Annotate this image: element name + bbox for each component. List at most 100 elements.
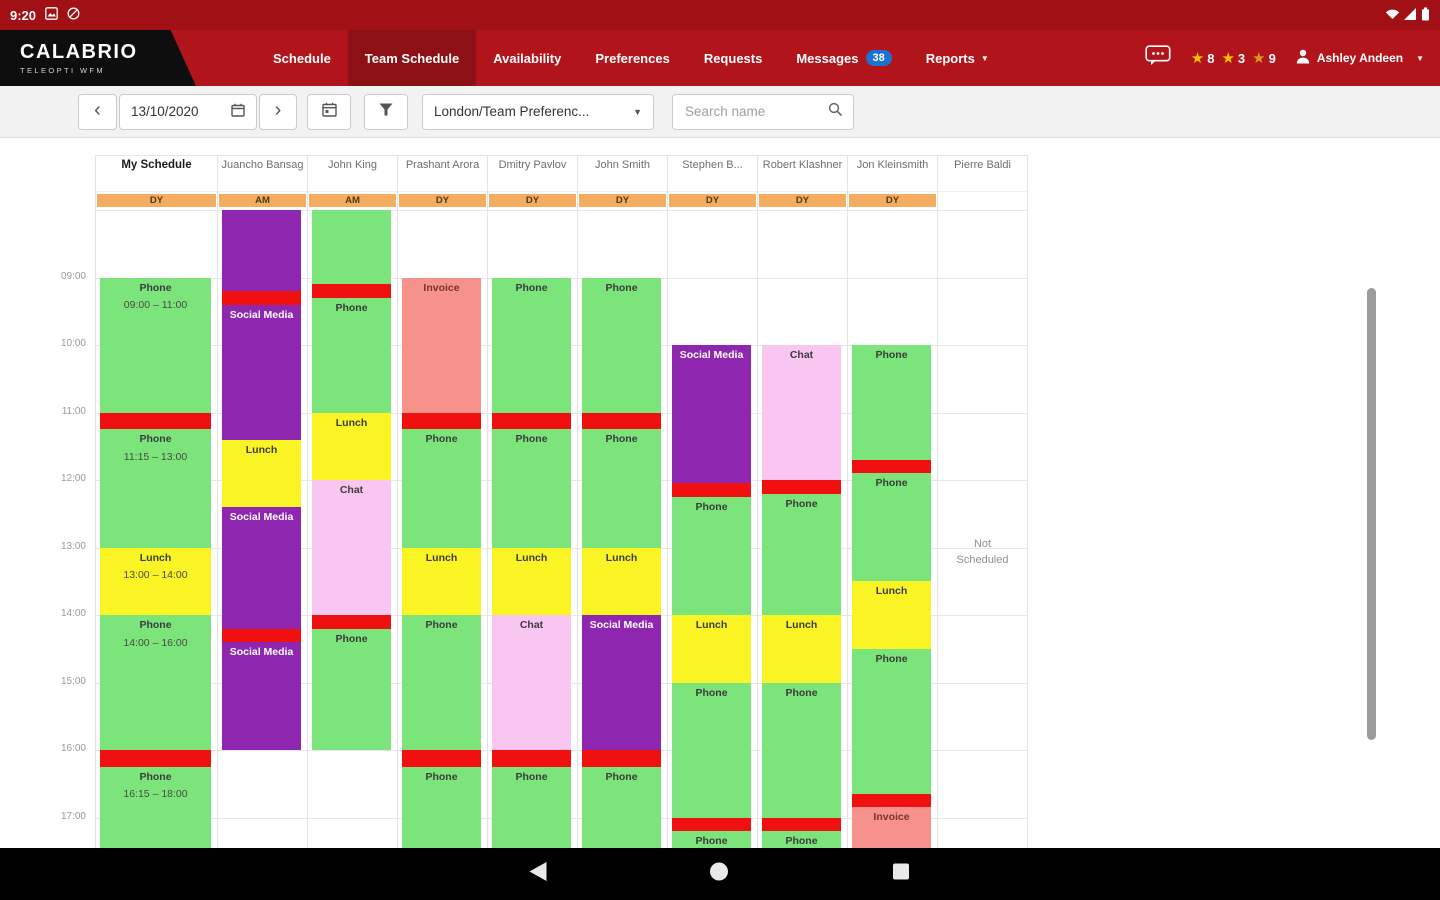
next-day-button[interactable]: › [259, 93, 297, 130]
person-name[interactable]: Dmitry Pavlov [488, 155, 577, 192]
schedule-block-social[interactable]: Social Media [582, 615, 661, 750]
schedule-block-phone[interactable]: Phone [402, 766, 481, 848]
tab-availability[interactable]: Availability [476, 30, 578, 86]
schedule-block-social[interactable]: Social Media [222, 304, 301, 440]
schedule-block-phone[interactable]: Phone [762, 682, 841, 818]
schedule-block-phone[interactable]: Phone 14:00 – 16:00 [100, 615, 211, 750]
schedule-block-lunch[interactable]: Lunch [672, 615, 751, 683]
schedule-block-break[interactable] [312, 615, 391, 629]
schedule-block-phone[interactable]: Phone [852, 345, 931, 460]
shift-code[interactable]: DY [97, 194, 216, 207]
schedule-block-social[interactable]: Social Media [672, 345, 751, 484]
schedule-block-phone[interactable]: Phone [492, 277, 571, 413]
schedule-block-break[interactable] [492, 412, 571, 430]
tab-reports[interactable]: Reports ▼ [909, 30, 1006, 86]
person-name[interactable]: Prashant Arora [398, 155, 487, 192]
person-name[interactable]: Jon Kleinsmith [848, 155, 937, 192]
back-icon[interactable] [529, 862, 547, 886]
tab-schedule[interactable]: Schedule [256, 30, 348, 86]
schedule-block-lunch[interactable]: Lunch [852, 581, 931, 649]
shift-code[interactable]: DY [579, 194, 666, 207]
shift-code[interactable]: DY [669, 194, 756, 207]
tab-preferences[interactable]: Preferences [578, 30, 686, 86]
schedule-block-phone[interactable]: Phone [492, 766, 571, 848]
shift-code[interactable]: DY [489, 194, 576, 207]
schedule-block-break[interactable] [402, 412, 481, 430]
schedule-block-phone[interactable]: Phone 11:15 – 13:00 [100, 429, 211, 548]
schedule-block-lunch[interactable]: Lunch [582, 547, 661, 615]
shift-code[interactable]: AM [219, 194, 306, 207]
schedule-block-lunch[interactable]: Lunch [312, 412, 391, 480]
schedule-block-lunch[interactable]: Lunch 13:00 – 14:00 [100, 547, 211, 615]
schedule-block-lunch[interactable]: Lunch [492, 547, 571, 615]
person-name[interactable]: Juancho Bansag [218, 155, 307, 192]
vertical-scrollbar[interactable] [1367, 288, 1376, 740]
schedule-block-invoice[interactable]: Invoice [852, 807, 931, 848]
tab-team-schedule[interactable]: Team Schedule [347, 30, 477, 86]
schedule-block-break[interactable] [492, 750, 571, 767]
schedule-block-social[interactable]: Social Media [222, 642, 301, 750]
schedule-block-break[interactable] [852, 793, 931, 808]
schedule-block-lunch[interactable]: Lunch [222, 439, 301, 507]
schedule-block-phone[interactable]: Phone 16:15 – 18:00 [100, 766, 211, 848]
schedule-block-break[interactable] [672, 483, 751, 497]
schedule-block-phone[interactable]: Phone [582, 429, 661, 548]
schedule-block-lunch[interactable]: Lunch [402, 547, 481, 615]
tab-requests[interactable]: Requests [687, 30, 780, 86]
schedule-block-phone[interactable]: Phone [852, 648, 931, 794]
schedule-block-phone[interactable]: Phone 09:00 – 11:00 [100, 277, 211, 413]
person-name[interactable]: My Schedule [96, 155, 217, 192]
shift-code[interactable]: DY [849, 194, 936, 207]
schedule-block-phone[interactable]: Phone [312, 297, 391, 413]
person-name[interactable]: Robert Klashner [758, 155, 847, 192]
search-input[interactable] [683, 103, 813, 120]
person-name[interactable]: Stephen B... [668, 155, 757, 192]
schedule-block-break[interactable] [582, 412, 661, 430]
schedule-block-chat[interactable]: Chat [492, 615, 571, 750]
schedule-block-lunch[interactable]: Lunch [762, 615, 841, 683]
schedule-block-break[interactable] [762, 480, 841, 494]
schedule-block-invoice[interactable]: Invoice [402, 277, 481, 413]
score-stars[interactable]: ★ 8 ★ 3 ★ 9 [1191, 51, 1276, 66]
date-picker-button[interactable]: 13/10/2020 [119, 93, 257, 130]
chat-bubble-icon[interactable] [1145, 45, 1171, 71]
person-name[interactable]: John King [308, 155, 397, 192]
schedule-block-phone[interactable]: Phone [762, 493, 841, 615]
schedule-block-social[interactable] [222, 210, 301, 291]
recents-icon[interactable] [893, 863, 909, 885]
schedule-block-phone[interactable]: Phone [672, 496, 751, 615]
schedule-block-chat[interactable]: Chat [762, 345, 841, 480]
schedule-block-break[interactable] [100, 750, 211, 767]
user-menu[interactable]: Ashley Andeen ▼ [1296, 49, 1424, 67]
schedule-block-break[interactable] [672, 817, 751, 831]
schedule-block-chat[interactable]: Chat [312, 480, 391, 615]
schedule-block-phone[interactable] [312, 210, 391, 285]
schedule-block-phone[interactable]: Phone [582, 766, 661, 848]
schedule-block-break[interactable] [222, 291, 301, 305]
filter-button[interactable] [364, 93, 408, 130]
schedule-block-social[interactable]: Social Media [222, 507, 301, 629]
schedule-block-phone[interactable]: Phone [492, 429, 571, 548]
jump-to-date-button[interactable] [307, 93, 351, 130]
shift-code[interactable]: DY [759, 194, 846, 207]
schedule-block-phone[interactable]: Phone [582, 277, 661, 413]
shift-code[interactable]: AM [309, 194, 396, 207]
schedule-block-phone[interactable]: Phone [672, 831, 751, 848]
schedule-block-break[interactable] [852, 459, 931, 474]
schedule-block-break[interactable] [762, 817, 841, 831]
schedule-block-break[interactable] [100, 412, 211, 430]
schedule-block-break[interactable] [582, 750, 661, 767]
person-name[interactable]: Pierre Baldi [938, 155, 1027, 192]
schedule-block-phone[interactable]: Phone [672, 682, 751, 818]
schedule-block-phone[interactable]: Phone [762, 831, 841, 848]
schedule-block-phone[interactable]: Phone [852, 473, 931, 582]
team-selector[interactable]: London/Team Preferenc... ▼ [422, 93, 654, 130]
schedule-block-break[interactable] [312, 284, 391, 298]
home-icon[interactable] [710, 862, 729, 886]
schedule-block-phone[interactable]: Phone [402, 429, 481, 548]
shift-code[interactable]: DY [399, 194, 486, 207]
schedule-block-phone[interactable]: Phone [312, 628, 391, 750]
schedule-block-phone[interactable]: Phone [402, 615, 481, 750]
person-name[interactable]: John Smith [578, 155, 667, 192]
search-icon[interactable] [828, 102, 843, 122]
